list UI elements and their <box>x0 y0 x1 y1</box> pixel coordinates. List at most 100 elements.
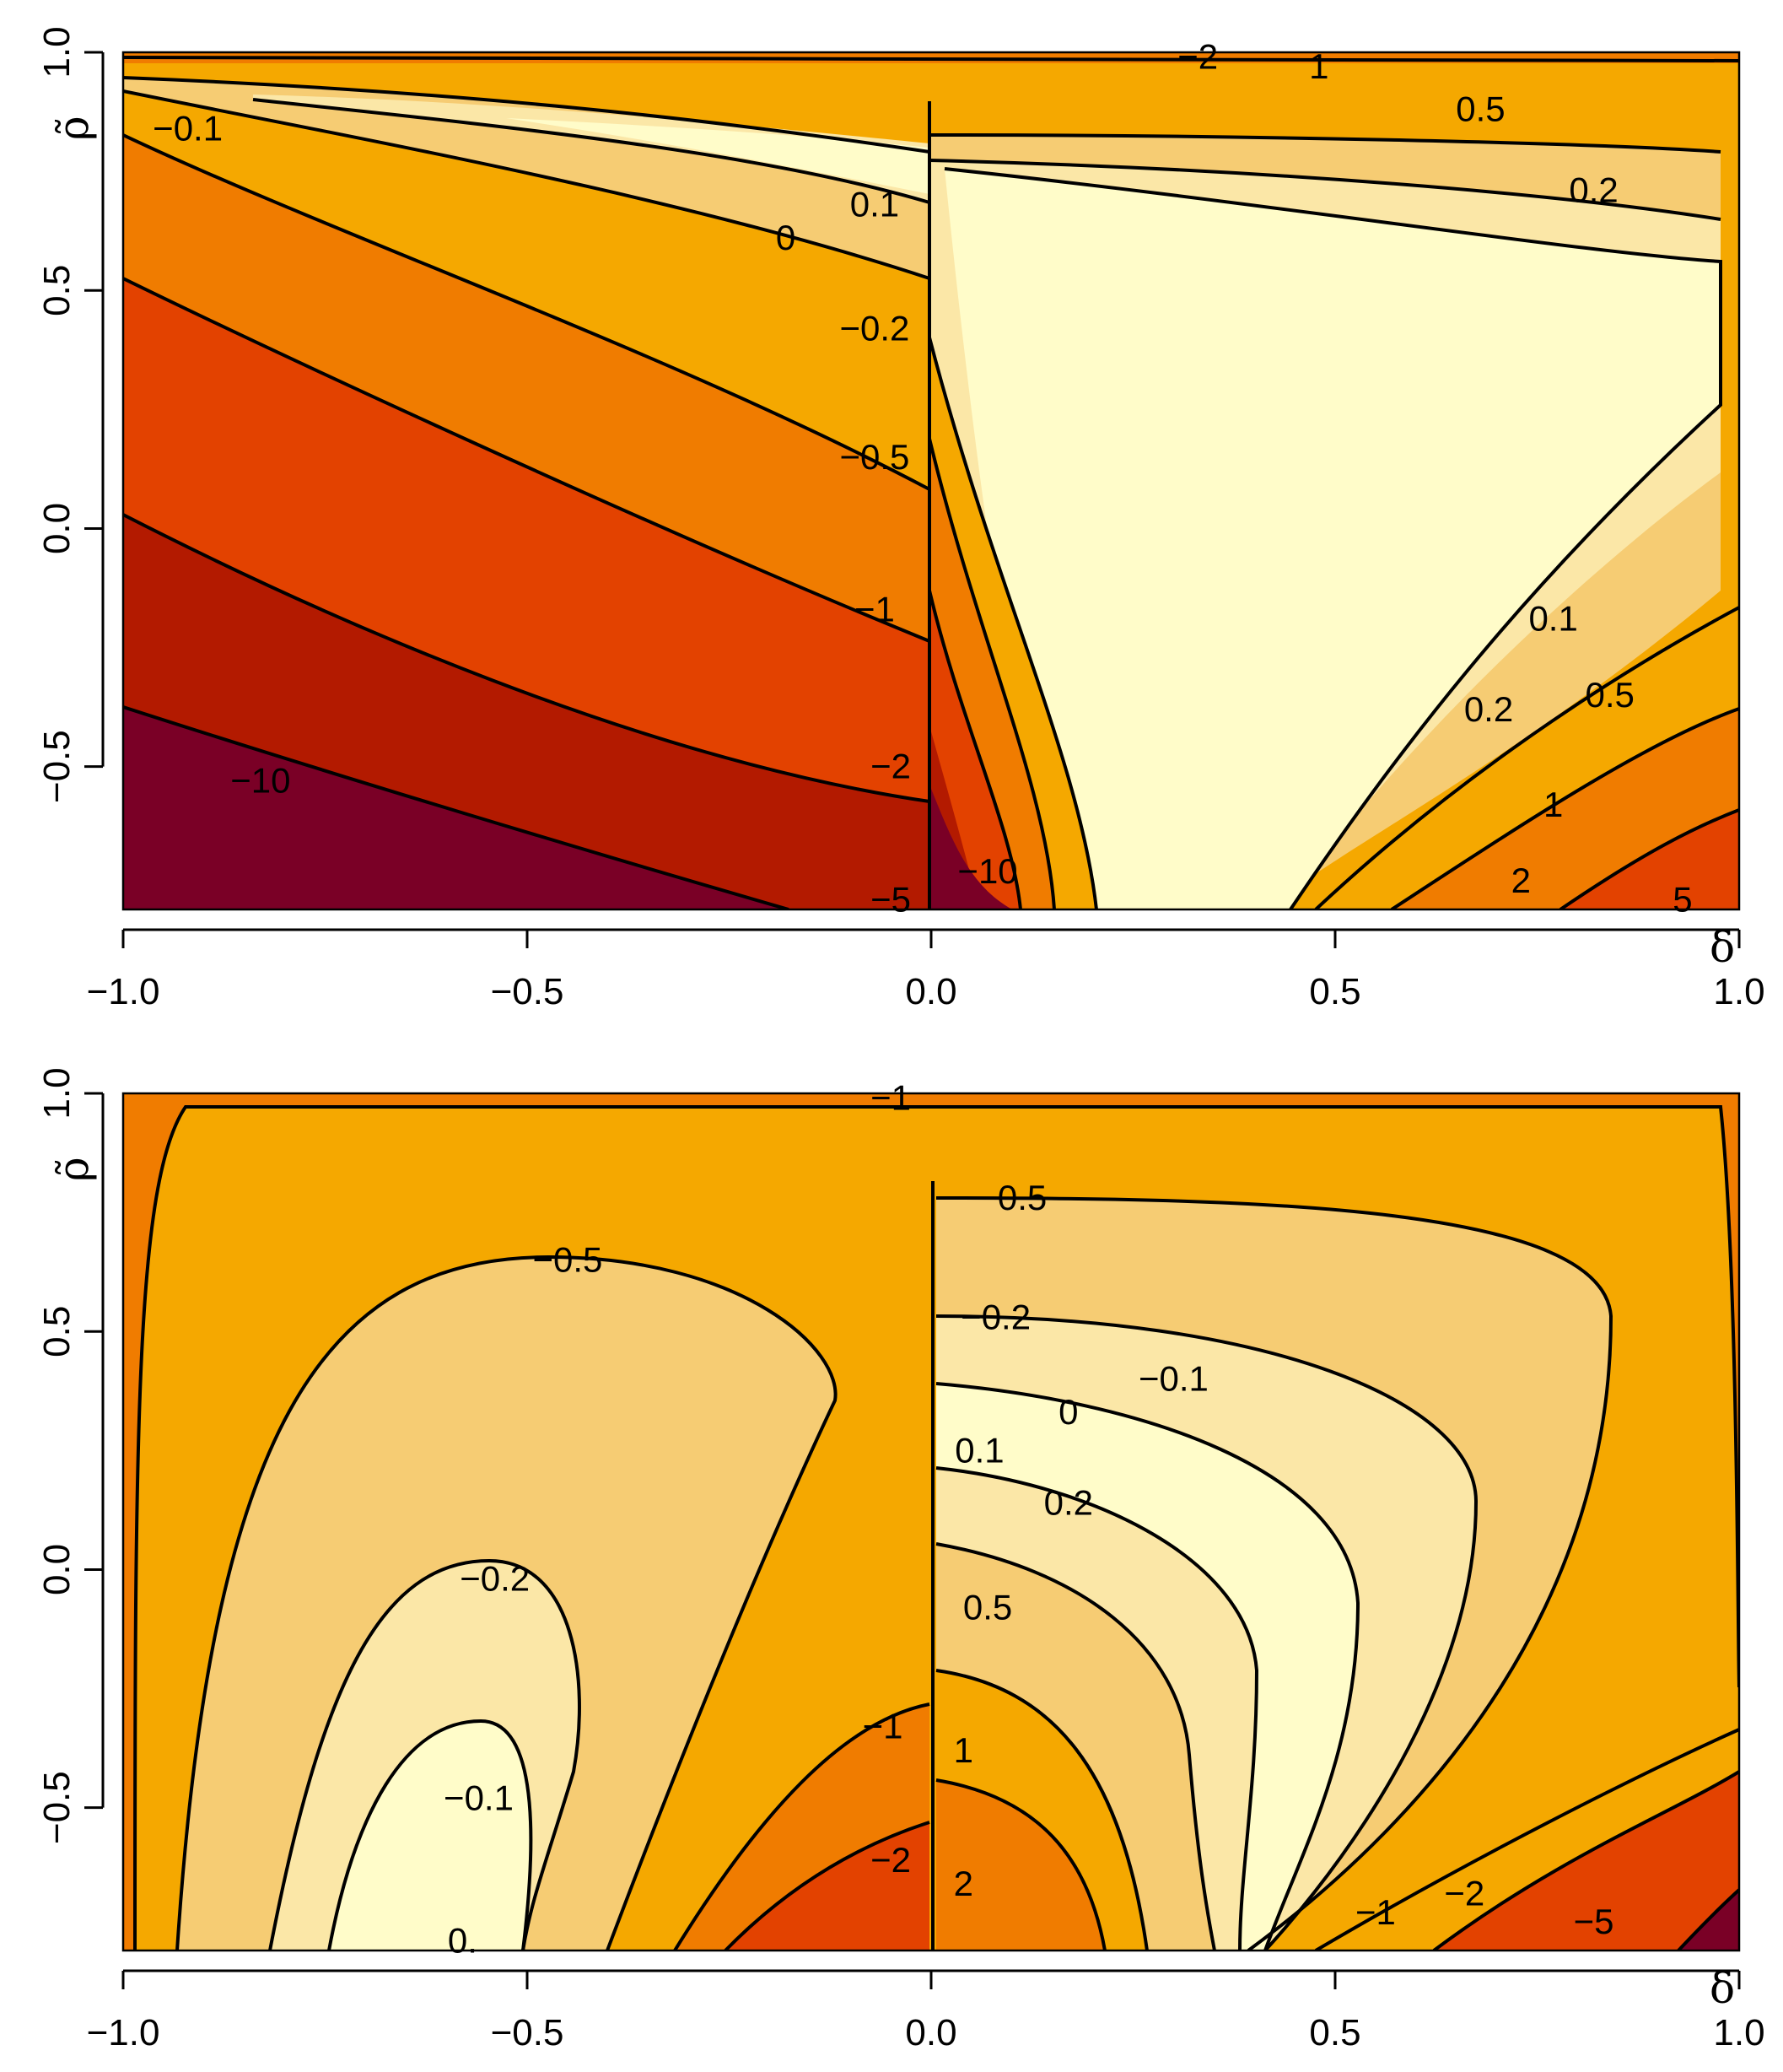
bottom-line-right-3 <box>935 1382 1360 1951</box>
bottom-x-tick-label: 0.5 <box>1309 2012 1360 2053</box>
top-x-tick-label: 1.0 <box>1713 971 1764 1012</box>
bottom-band-right-inner-darkorange <box>936 1780 1105 1951</box>
top-line-r1 <box>929 133 1721 154</box>
top-y-tick-label: 0.5 <box>36 265 78 316</box>
bottom-line-right-4 <box>935 1466 1259 1951</box>
bottom-line-left-4 <box>673 1702 930 1951</box>
top-y-tick-label: 1.0 <box>36 26 78 78</box>
bottom-x-tick-label: 1.0 <box>1713 2012 1764 2053</box>
bottom-line-right-2 <box>935 1314 1479 1951</box>
top-contour-labels: −0.1 0.1 0 −0.2 −0.5 −1 −2 −5 −10 −10 −2 1 0.5 0.2 0.1… <box>153 37 1692 920</box>
top-band-left-cream <box>506 118 929 194</box>
bottom-plot-frame <box>121 1092 1741 1952</box>
bottom-y-tick-label: 0.5 <box>36 1306 78 1357</box>
top-line-d <box>123 513 930 803</box>
bottom-contour-label: −0.1 <box>1139 1359 1209 1399</box>
bottom-contour-label: −0.1 <box>444 1778 514 1817</box>
top-contour-label: 2 <box>1511 861 1531 900</box>
bottom-contour-label: −1 <box>1355 1892 1396 1932</box>
bottom-x-tick-label: 0.0 <box>905 2012 956 2053</box>
top-contour-label: −0.1 <box>153 108 223 148</box>
top-contour-label: 0.5 <box>1586 675 1635 715</box>
top-line-r9 <box>1314 606 1739 909</box>
top-line-r8 <box>1559 808 1739 909</box>
bottom-contour-label: 0.5 <box>963 1588 1012 1627</box>
top-line-b <box>123 133 930 491</box>
top-contour-label: −10 <box>230 761 290 801</box>
top-x-tick-label: −0.5 <box>491 971 564 1012</box>
bottom-x-tick-label: −0.5 <box>491 2012 564 2053</box>
top-contour-label: 1 <box>1543 785 1563 824</box>
top-contour-label: 0.1 <box>850 185 899 224</box>
top-line-e <box>123 705 789 909</box>
bottom-line-right-5 <box>935 1542 1216 1951</box>
bottom-contour-label: −0.5 <box>977 1178 1047 1217</box>
bottom-contour-labels: −1 −0.5 −0.2 −0.1 0. −1 −2 −0.5 −0.2 −0.1 0 0.1 0.2 0… <box>444 1078 1613 1961</box>
top-axes: −1.0 −0.5 0.0 0.5 1.0−0.50.00.51.0δρ̃ <box>36 26 1765 1012</box>
bottom-line-right-6 <box>935 1669 1149 1951</box>
bottom-band-left-red <box>725 1822 929 1951</box>
top-line-f <box>123 76 930 154</box>
bottom-contour-label: −1 <box>870 1078 911 1118</box>
bottom-contour-label: −0.2 <box>460 1559 530 1599</box>
bottom-line-right-10 <box>1677 1888 1739 1951</box>
top-contour-label: −1 <box>854 589 895 629</box>
top-contour-label: 0.5 <box>1456 89 1505 129</box>
bottom-axes: −1.0 −0.5 0.0 0.5 1.0−0.50.00.51.0δρ̃ <box>36 1067 1765 2053</box>
bottom-contour-label: −0.2 <box>961 1297 1031 1336</box>
top-contour-label: 5 <box>1673 880 1692 920</box>
top-line-c <box>123 277 930 643</box>
top-line-r2 <box>929 159 1721 221</box>
bottom-y-tick-label: −0.5 <box>36 1771 78 1844</box>
bottom-contour-label: 1 <box>954 1730 973 1770</box>
top-contour-label: 0 <box>776 218 795 257</box>
top-line-a <box>123 89 930 280</box>
bottom-y-axis-label: ρ̃ <box>49 1157 98 1181</box>
top-contour-label: −2 <box>1177 37 1218 77</box>
bottom-contour-label: −2 <box>1444 1873 1484 1913</box>
top-line-r3 <box>944 167 1722 909</box>
bottom-line-left-5 <box>724 1821 930 1951</box>
bottom-band-left-cream <box>329 1721 531 1951</box>
bottom-contour-label: 2 <box>954 1864 973 1903</box>
top-line-r4 <box>928 337 1098 909</box>
top-contour-label: −0.2 <box>839 308 909 348</box>
top-contour-label: 0.1 <box>1528 599 1577 639</box>
top-line-top <box>123 56 1739 62</box>
top-x-tick-label: 0.0 <box>905 971 956 1012</box>
top-contour-label: −0.5 <box>839 437 909 477</box>
top-contour-label: 0.2 <box>1569 170 1618 210</box>
bottom-contour-label: 0.2 <box>1044 1482 1093 1522</box>
top-plot-frame <box>121 51 1741 911</box>
top-line-r6 <box>928 590 1022 909</box>
top-band-right-bottom-red <box>1560 810 1739 909</box>
top-y-tick-label: 0.0 <box>36 503 78 554</box>
bottom-y-tick-label: 1.0 <box>36 1067 78 1119</box>
bottom-line-right-9 <box>1432 1770 1739 1951</box>
top-band-right-darkred <box>929 785 1012 909</box>
bottom-contour-label: 0. <box>448 1921 477 1961</box>
top-contour-label: 1 <box>1309 46 1328 86</box>
bottom-y-tick-label: 0.0 <box>36 1544 78 1595</box>
bottom-line-right-1 <box>935 1196 1613 1951</box>
top-x-axis-label: δ <box>1710 923 1735 972</box>
top-contour-lines <box>123 56 1739 909</box>
top-filled-regions <box>123 52 1739 909</box>
top-band-left-darkred <box>123 707 789 909</box>
top-contour-panel: −1.0 −0.5 0.0 0.5 1.0−0.50.00.51.0δρ̃ −0.10.… <box>36 26 1765 1012</box>
bottom-line-left-3 <box>327 1719 533 1951</box>
bottom-x-axis-label: δ <box>1710 1964 1735 2013</box>
bottom-line-right-8 <box>1314 1728 1739 1951</box>
bottom-line-left-1 <box>175 1255 838 1951</box>
bottom-contour-label: 0 <box>1058 1392 1078 1432</box>
bottom-line-right-7 <box>935 1778 1107 1951</box>
top-band-right-cream <box>945 169 1721 909</box>
top-line-g <box>252 98 930 204</box>
bottom-contour-label: 0.1 <box>955 1430 1004 1470</box>
bottom-contour-lines <box>133 1105 1739 1951</box>
top-contour-label: −10 <box>957 851 1017 891</box>
bottom-x-tick-label: −1.0 <box>87 2012 160 2053</box>
bottom-contour-label: −0.5 <box>532 1240 602 1280</box>
top-x-tick-label: −1.0 <box>87 971 160 1012</box>
